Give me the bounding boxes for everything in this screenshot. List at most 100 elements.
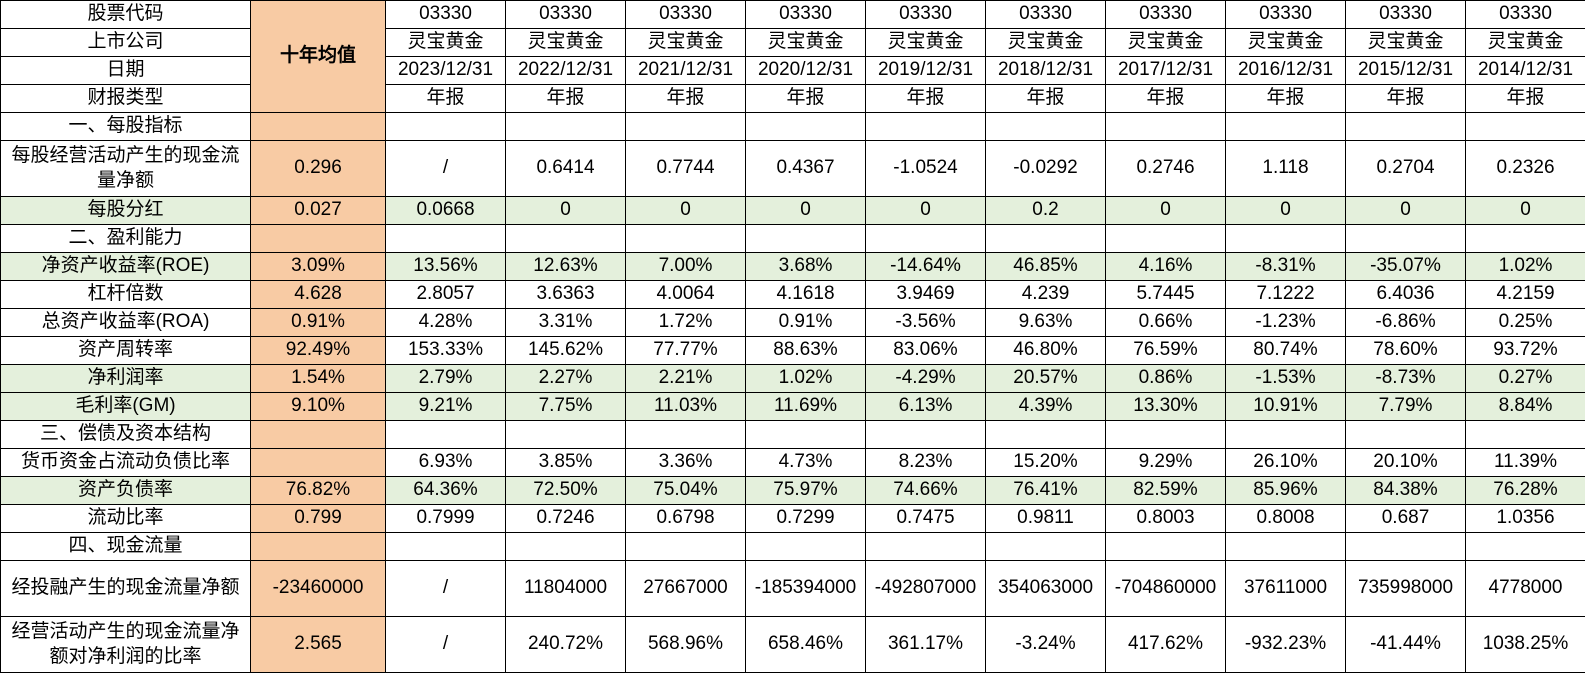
value-cell: 153.33% <box>385 336 506 365</box>
value-cell: 26.10% <box>1225 448 1346 477</box>
value-cell: -704860000 <box>1105 560 1226 617</box>
data-row: 经营活动产生的现金流量净额对净利润的比率 2.565/240.72% 568.96%… <box>0 616 1585 673</box>
header-label: 上市公司 <box>0 28 251 57</box>
header-value-cell: 03330 <box>625 0 746 29</box>
metric-label: 每股经营活动产生的现金流量净额 <box>0 140 251 197</box>
value-cell: 3.9469 <box>865 280 986 309</box>
header-value-cell: 2020/12/31 <box>745 56 866 85</box>
value-cell: 8.84% <box>1465 392 1585 421</box>
metric-label: 资产负债率 <box>0 476 251 505</box>
value-cell: 15.20% <box>985 448 1106 477</box>
value-cell: -932.23% <box>1225 616 1346 673</box>
value-cell: 2.79% <box>385 364 506 393</box>
empty-cell <box>385 420 506 449</box>
value-cell: 4.239 <box>985 280 1106 309</box>
empty-cell <box>1465 112 1585 141</box>
empty-cell <box>385 532 506 561</box>
empty-cell <box>865 532 986 561</box>
value-cell: 20.10% <box>1345 448 1466 477</box>
metric-label: 流动比率 <box>0 504 251 533</box>
data-row: 杠杆倍数 4.628 2.8057 3.6363 4.0064 4.1618 3.9469 4… <box>0 280 1585 309</box>
data-row: 总资产收益率(ROA) 0.91% 4.28% 3.31% 1.72% 0.91% -3.5… <box>0 308 1585 337</box>
value-cell: 0.8008 <box>1225 504 1346 533</box>
value-cell: 4.28% <box>385 308 506 337</box>
value-cell: 0.8003 <box>1105 504 1226 533</box>
value-cell: 1.0356 <box>1465 504 1585 533</box>
value-cell: 0 <box>1225 196 1346 225</box>
header-value-cell: 03330 <box>1225 0 1346 29</box>
value-cell: -14.64% <box>865 252 986 281</box>
header-value-cell: 年报 <box>985 84 1106 113</box>
value-cell: 88.63% <box>745 336 866 365</box>
value-cell: -3.56% <box>865 308 986 337</box>
value-cell: 77.77% <box>625 336 746 365</box>
empty-cell <box>985 112 1106 141</box>
header-value-cell: 灵宝黄金 <box>985 28 1106 57</box>
value-cell: 735998000 <box>1345 560 1466 617</box>
metric-label: 资产周转率 <box>0 336 251 365</box>
value-cell: 568.96% <box>625 616 746 673</box>
section-label: 三、偿债及资本结构 <box>0 420 251 449</box>
empty-cell <box>1225 112 1346 141</box>
value-cell: 3.6363 <box>505 280 626 309</box>
value-cell: -41.44% <box>1345 616 1466 673</box>
value-cell: 4.39% <box>985 392 1106 421</box>
empty-cell <box>985 532 1106 561</box>
empty-cell <box>625 224 746 253</box>
metric-label: 净资产收益率(ROE) <box>0 252 251 281</box>
avg-value-cell: 92.49% <box>250 336 386 365</box>
header-label: 日期 <box>0 56 251 85</box>
value-cell: 1.72% <box>625 308 746 337</box>
value-cell: 354063000 <box>985 560 1106 617</box>
value-cell: 1.02% <box>745 364 866 393</box>
value-cell: 0.2704 <box>1345 140 1466 197</box>
value-cell: 0 <box>865 196 986 225</box>
value-cell: -8.31% <box>1225 252 1346 281</box>
header-value-cell: 03330 <box>385 0 506 29</box>
header-value-cell: 灵宝黄金 <box>865 28 986 57</box>
value-cell: 0 <box>1465 196 1585 225</box>
value-cell: 0 <box>625 196 746 225</box>
metric-label: 货币资金占流动负债比率 <box>0 448 251 477</box>
value-cell: 76.41% <box>985 476 1106 505</box>
value-cell: 0.0668 <box>385 196 506 225</box>
empty-cell <box>385 112 506 141</box>
value-cell: 0.25% <box>1465 308 1585 337</box>
avg-value-cell: 4.628 <box>250 280 386 309</box>
header-value-cell: 03330 <box>505 0 626 29</box>
data-row: 货币资金占流动负债比率 6.93% 3.85% 3.36% 4.73% 8.23% 15.2… <box>0 448 1585 477</box>
header-value-cell: 灵宝黄金 <box>745 28 866 57</box>
value-cell: 0.7999 <box>385 504 506 533</box>
header-value-cell: 2018/12/31 <box>985 56 1106 85</box>
empty-cell <box>865 112 986 141</box>
value-cell: 5.7445 <box>1105 280 1226 309</box>
value-cell: 85.96% <box>1225 476 1346 505</box>
ten-year-average-header: 十年均值 <box>250 0 386 113</box>
metric-label: 经投融产生的现金流量净额 <box>0 560 251 617</box>
section-label: 二、盈利能力 <box>0 224 251 253</box>
value-cell: -1.23% <box>1225 308 1346 337</box>
avg-value-cell: 0.91% <box>250 308 386 337</box>
empty-cell <box>985 420 1106 449</box>
value-cell: 7.75% <box>505 392 626 421</box>
avg-value-cell: 1.54% <box>250 364 386 393</box>
value-cell: -3.24% <box>985 616 1106 673</box>
avg-value-cell <box>250 420 386 449</box>
header-value-cell: 灵宝黄金 <box>385 28 506 57</box>
header-value-cell: 2019/12/31 <box>865 56 986 85</box>
data-row: 资产负债率 76.82% 64.36% 72.50% 75.04% 75.97% 74.66… <box>0 476 1585 505</box>
avg-value-cell <box>250 448 386 477</box>
avg-value-cell: -23460000 <box>250 560 386 617</box>
value-cell: 0.91% <box>745 308 866 337</box>
avg-value-cell: 0.027 <box>250 196 386 225</box>
empty-cell <box>745 224 866 253</box>
empty-cell <box>1225 224 1346 253</box>
value-cell: 11.03% <box>625 392 746 421</box>
value-cell: 3.31% <box>505 308 626 337</box>
value-cell: 240.72% <box>505 616 626 673</box>
empty-cell <box>745 112 866 141</box>
value-cell: 20.57% <box>985 364 1106 393</box>
section-row: 二、盈利能力 <box>0 224 1585 253</box>
